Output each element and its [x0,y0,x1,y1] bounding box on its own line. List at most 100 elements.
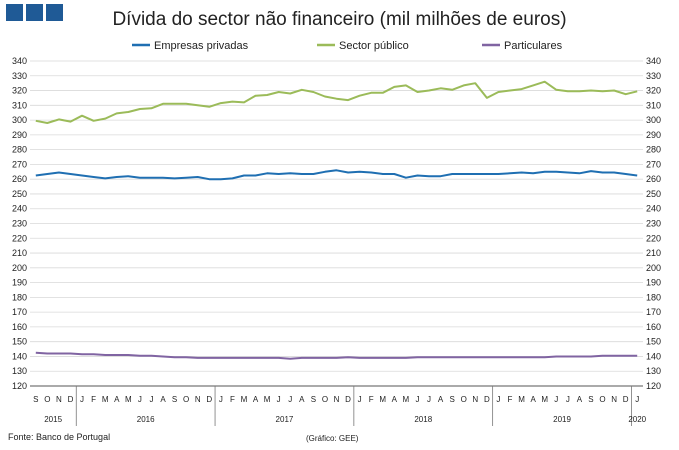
y-tick-label-left: 310 [12,100,27,110]
y-tick-label-left: 290 [12,130,27,140]
x-tick-label: J [277,395,281,404]
x-tick-label: A [392,395,398,404]
x-tick-label: A [160,395,166,404]
x-tick-label: A [577,395,583,404]
x-tick-label: M [403,395,410,404]
y-tick-label-left: 220 [12,233,27,243]
x-tick-label: S [449,395,454,404]
credit-note: (Gráfico: GEE) [306,434,359,443]
series-line [35,80,638,124]
x-tick-label: N [195,395,201,404]
y-tick-label-left: 320 [12,86,27,96]
y-tick-label-left: 180 [12,292,27,302]
logo-square [46,4,63,21]
y-tick-label-right: 150 [646,337,661,347]
y-tick-label-left: 270 [12,159,27,169]
y-tick-label-right: 130 [646,366,661,376]
x-tick-label: J [566,395,570,404]
y-tick-label-left: 250 [12,189,27,199]
x-tick-label: D [345,395,351,404]
x-tick-label: S [588,395,593,404]
y-tick-label-left: 200 [12,263,27,273]
y-tick-label-right: 290 [646,130,661,140]
x-tick-label: A [114,395,120,404]
x-tick-label: M [264,395,271,404]
y-tick-label-left: 340 [12,56,27,66]
x-tick-label: M [102,395,109,404]
year-label: 2017 [276,415,294,424]
y-tick-label-right: 160 [646,322,661,332]
y-tick-label-left: 120 [12,381,27,391]
y-tick-label-left: 210 [12,248,27,258]
x-tick-label: J [635,395,639,404]
y-tick-label-right: 280 [646,145,661,155]
x-tick-label: S [311,395,316,404]
y-tick-label-left: 240 [12,204,27,214]
y-tick-label-left: 160 [12,322,27,332]
y-tick-label-right: 240 [646,204,661,214]
y-tick-label-left: 330 [12,71,27,81]
x-tick-label: D [484,395,490,404]
y-tick-label-right: 260 [646,174,661,184]
x-tick-label: J [288,395,292,404]
y-tick-label-left: 170 [12,307,27,317]
series-line [35,351,638,360]
x-tick-label: A [530,395,536,404]
y-tick-label-right: 340 [646,56,661,66]
x-tick-label: M [241,395,248,404]
legend-label: Sector público [339,40,409,52]
x-tick-label: A [253,395,259,404]
y-tick-label-left: 150 [12,337,27,347]
source-note: Fonte: Banco de Portugal [8,432,111,442]
legend-label: Particulares [504,40,563,52]
x-tick-label: N [334,395,340,404]
x-tick-label: J [427,395,431,404]
x-tick-label: J [358,395,362,404]
x-tick-label: M [541,395,548,404]
y-tick-label-right: 300 [646,115,661,125]
y-tick-label-left: 280 [12,145,27,155]
y-tick-label-right: 330 [646,71,661,81]
y-tick-label-right: 120 [646,381,661,391]
x-tick-label: S [172,395,177,404]
logo-square [6,4,23,21]
year-label: 2018 [414,415,432,424]
series-line [35,169,638,181]
x-tick-label: O [322,395,328,404]
year-label: 2015 [44,415,62,424]
x-tick-label: J [554,395,558,404]
x-tick-label: N [56,395,62,404]
x-tick-label: M [379,395,386,404]
year-label: 2020 [628,415,646,424]
x-tick-label: O [599,395,605,404]
x-tick-label: J [415,395,419,404]
logo [6,4,63,21]
x-tick-label: O [461,395,467,404]
x-tick-label: O [44,395,50,404]
y-tick-label-right: 210 [646,248,661,258]
x-tick-label: O [183,395,189,404]
y-tick-label-right: 310 [646,100,661,110]
x-tick-label: N [611,395,617,404]
x-tick-label: M [125,395,132,404]
y-tick-label-right: 180 [646,292,661,302]
x-tick-label: M [518,395,525,404]
y-tick-label-right: 140 [646,351,661,361]
x-tick-label: D [623,395,629,404]
y-tick-label-left: 130 [12,366,27,376]
y-tick-label-left: 260 [12,174,27,184]
x-tick-label: D [206,395,212,404]
x-tick-label: S [33,395,38,404]
y-tick-label-right: 270 [646,159,661,169]
year-label: 2019 [553,415,571,424]
y-tick-label-left: 140 [12,351,27,361]
y-tick-label-left: 300 [12,115,27,125]
x-tick-label: F [91,395,96,404]
legend-label: Empresas privadas [154,40,249,52]
x-tick-label: N [472,395,478,404]
x-tick-label: A [299,395,305,404]
logo-square [26,4,43,21]
y-tick-label-right: 190 [646,278,661,288]
year-label: 2016 [137,415,155,424]
x-tick-label: F [508,395,513,404]
